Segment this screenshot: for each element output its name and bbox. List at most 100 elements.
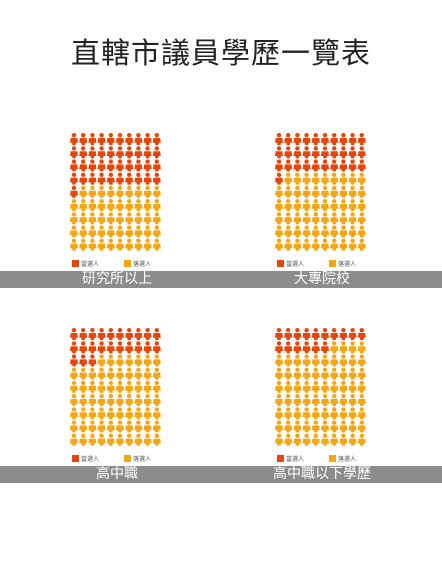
person-icon-defeated [143,420,152,433]
person-icon-defeated [348,407,357,420]
person-icon-defeated [79,238,88,251]
person-icon-elected [339,159,348,172]
group-label-band-top [0,271,442,288]
person-icon-defeated [302,354,311,367]
person-icon-defeated [357,367,366,380]
person-icon-elected [116,133,124,145]
person-icon-defeated [97,433,106,446]
person-icon-defeated [143,367,152,380]
person-icon-elected [357,159,366,172]
person-icon-defeated [97,407,106,420]
person-icon-defeated [70,199,78,211]
person-icon-defeated [143,238,152,251]
person-icon-elected [70,159,78,172]
person-icon-defeated [293,407,302,420]
person-icon-defeated [134,199,143,211]
person-icon-defeated [321,185,329,198]
person-icon-defeated [321,420,329,433]
person-icon-defeated [357,185,366,198]
person-icon-defeated [143,354,152,367]
person-icon-defeated [143,212,152,225]
person-icon-defeated [330,199,339,211]
person-icon-defeated [321,407,329,420]
person-icon-defeated [302,380,311,393]
person-icon-defeated [134,367,143,380]
person-icon-defeated [97,420,106,433]
person-icon-defeated [330,380,339,393]
legend-item-defeated: 落選人 [124,260,151,269]
person-icon-elected [339,133,348,145]
legend-label-elected: 當選人 [286,261,305,268]
person-icon-elected [125,172,134,185]
person-icon-elected [321,146,329,159]
person-icon-defeated [106,238,115,251]
person-icon-defeated [152,185,161,198]
person-icon-elected [302,159,311,172]
person-icon-defeated [339,172,348,185]
person-icon-defeated [311,225,320,238]
legend-label-defeated: 落選人 [338,261,357,268]
person-icon-defeated [330,341,339,354]
legend-item-elected: 當選人 [277,260,304,269]
person-icon-defeated [275,380,283,393]
person-icon-defeated [330,212,339,225]
person-icon-defeated [339,433,348,446]
person-icon-elected [152,146,161,159]
person-icon-defeated [79,212,88,225]
person-icon-elected [357,146,366,159]
person-icon-elected [134,159,143,172]
person-icon-defeated [284,225,293,238]
legend-label-elected: 當選人 [81,456,100,463]
person-icon-elected [134,341,143,354]
person-icon-defeated [330,225,339,238]
legend-swatch-defeated [124,455,131,462]
pictogram-high-school [70,328,161,446]
person-icon-defeated [275,367,283,380]
person-icon-elected [311,133,320,145]
person-icon-defeated [70,380,78,393]
person-icon-defeated [321,394,329,406]
person-icon-defeated [357,199,366,211]
person-icon-defeated [88,225,97,238]
person-icon-elected [88,354,97,367]
person-icon-defeated [106,420,115,433]
person-icon-defeated [143,199,152,211]
person-icon-elected [311,159,320,172]
person-icon-elected [143,172,152,185]
person-icon-defeated [302,407,311,420]
person-icon-defeated [284,420,293,433]
person-icon-elected [125,146,134,159]
person-icon-elected [293,328,302,340]
person-icon-defeated [311,420,320,433]
person-icon-elected [330,146,339,159]
person-icon-defeated [106,394,115,406]
person-icon-defeated [143,225,152,238]
person-icon-defeated [106,367,115,380]
person-icon-elected [106,133,115,145]
person-icon-defeated [339,238,348,251]
person-icon-elected [293,341,302,354]
person-icon-defeated [134,380,143,393]
person-icon-defeated [275,354,283,367]
person-icon-defeated [348,420,357,433]
person-icon-defeated [284,238,293,251]
person-icon-elected [311,341,320,354]
person-icon-elected [143,328,152,340]
person-icon-elected [97,159,106,172]
person-icon-elected [125,133,134,145]
person-icon-defeated [284,367,293,380]
person-icon-defeated [348,212,357,225]
person-icon-defeated [293,172,302,185]
person-icon-defeated [339,199,348,211]
person-icon-defeated [152,354,161,367]
person-icon-defeated [70,433,78,446]
person-icon-defeated [311,380,320,393]
person-icon-defeated [152,394,161,406]
person-icon-defeated [143,185,152,198]
person-icon-defeated [275,407,283,420]
person-icon-defeated [134,407,143,420]
person-icon-defeated [125,380,134,393]
person-icon-defeated [88,199,97,211]
person-icon-defeated [284,433,293,446]
person-icon-defeated [357,212,366,225]
